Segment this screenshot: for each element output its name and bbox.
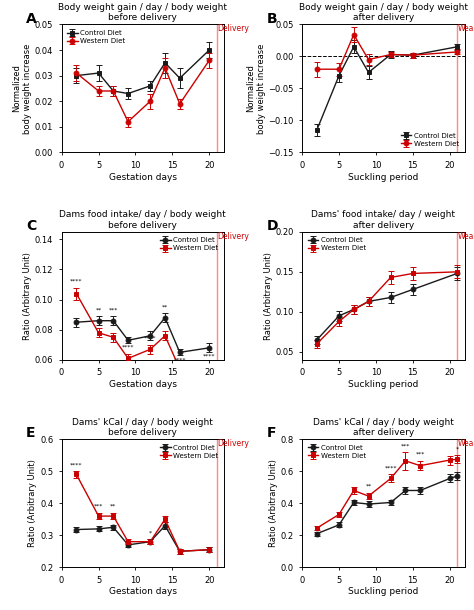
Text: **: ** (110, 504, 117, 509)
Text: ****: **** (144, 336, 156, 341)
Y-axis label: Ratio (Arbitrary Unit): Ratio (Arbitrary Unit) (269, 459, 278, 547)
Text: ****: **** (122, 345, 134, 350)
Text: ****: **** (173, 357, 186, 362)
Legend: Control Diet, Western Diet: Control Diet, Western Diet (158, 443, 220, 461)
Text: ***: *** (401, 443, 410, 448)
Title: Body weight gain / day / body weight
before delivery: Body weight gain / day / body weight bef… (58, 3, 228, 22)
X-axis label: Gestation days: Gestation days (109, 380, 177, 389)
Text: B: B (266, 12, 277, 26)
Text: Delivery: Delivery (218, 439, 249, 448)
Text: ***: *** (109, 307, 118, 312)
X-axis label: Gestation days: Gestation days (109, 587, 177, 597)
Title: Dams' kCal / day / body weight
before delivery: Dams' kCal / day / body weight before de… (73, 418, 213, 437)
Text: ***: *** (416, 452, 425, 457)
Y-axis label: Ratio (Arbitrary Unit): Ratio (Arbitrary Unit) (23, 252, 32, 340)
Text: ****: **** (203, 354, 216, 359)
Text: E: E (26, 426, 36, 440)
Text: C: C (26, 219, 36, 233)
Legend: Control Diet, Western Diet: Control Diet, Western Diet (306, 443, 368, 461)
Text: Delivery: Delivery (218, 232, 249, 241)
Text: **: ** (95, 307, 101, 312)
Y-axis label: Ratio (Arbitrary Unit): Ratio (Arbitrary Unit) (28, 459, 37, 547)
Text: **: ** (365, 484, 372, 489)
Y-axis label: Ratio (Arbitrary Unit): Ratio (Arbitrary Unit) (264, 252, 273, 340)
X-axis label: Suckling period: Suckling period (348, 587, 419, 597)
Title: Dams food intake/ day / body weight
before delivery: Dams food intake/ day / body weight befo… (59, 210, 226, 229)
Text: *: * (149, 530, 152, 536)
Title: Dams' kCal / day / body weight
after delivery: Dams' kCal / day / body weight after del… (313, 418, 454, 437)
Text: **: ** (162, 304, 168, 309)
Legend: Control Diet, Western Diet: Control Diet, Western Diet (65, 28, 128, 46)
X-axis label: Gestation days: Gestation days (109, 173, 177, 182)
Text: F: F (266, 426, 276, 440)
Legend: Control Diet, Western Diet: Control Diet, Western Diet (306, 235, 368, 254)
Text: Weaning: Weaning (458, 24, 474, 34)
Text: Delivery: Delivery (218, 24, 249, 34)
Y-axis label: Normalized
body weight increase: Normalized body weight increase (246, 43, 265, 134)
Text: Weaning: Weaning (458, 439, 474, 448)
X-axis label: Suckling period: Suckling period (348, 173, 419, 182)
Text: ****: **** (70, 279, 82, 284)
Legend: Control Diet, Western Diet: Control Diet, Western Diet (399, 131, 461, 149)
Legend: Control Diet, Western Diet: Control Diet, Western Diet (158, 235, 220, 254)
Text: A: A (26, 12, 36, 26)
Title: Dams' food intake/ day / weight
after delivery: Dams' food intake/ day / weight after de… (311, 210, 456, 229)
Text: ****: **** (70, 462, 82, 467)
Text: ***: *** (94, 504, 103, 509)
X-axis label: Suckling period: Suckling period (348, 380, 419, 389)
Text: Weaning: Weaning (458, 232, 474, 241)
Text: *: * (456, 447, 459, 451)
Title: Body weight gain / day / body weight
after delivery: Body weight gain / day / body weight aft… (299, 3, 468, 22)
Text: ****: **** (384, 465, 397, 471)
Y-axis label: Normalized
body weight increase: Normalized body weight increase (13, 43, 32, 134)
Text: D: D (266, 219, 278, 233)
